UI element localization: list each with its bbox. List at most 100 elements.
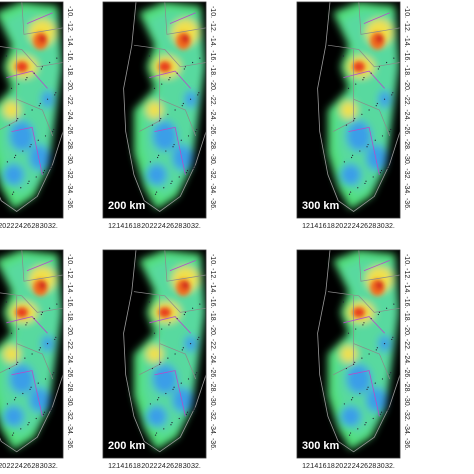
velocity-anomaly [133, 2, 205, 210]
station [189, 343, 192, 345]
station [41, 66, 44, 68]
y-tick-label: -16. [209, 50, 216, 62]
station [55, 336, 57, 338]
station [386, 61, 388, 64]
y-tick-label: -36. [209, 438, 216, 450]
station [35, 176, 37, 178]
station [149, 161, 151, 163]
station [18, 83, 20, 85]
station [43, 411, 46, 413]
station [15, 397, 17, 399]
station [342, 55, 344, 57]
craton-boundary [154, 126, 186, 175]
x-tick-label: 18. [133, 463, 143, 470]
craton-boundary [343, 70, 385, 89]
station [35, 417, 37, 420]
station [172, 146, 174, 148]
station [163, 428, 165, 430]
station [154, 193, 157, 195]
station [387, 409, 389, 411]
station [347, 87, 350, 89]
x-tick-label: 26. [360, 223, 370, 230]
station [148, 301, 150, 303]
station [378, 66, 380, 68]
y-tick-label: -10. [66, 6, 73, 18]
station [53, 128, 55, 131]
y-tick-label: -14. [209, 282, 216, 294]
station [187, 378, 190, 380]
station [56, 303, 58, 305]
station [29, 388, 31, 390]
station [381, 378, 384, 380]
station [176, 72, 178, 74]
station [365, 180, 367, 182]
station [174, 109, 176, 111]
y-tick-label: -28. [66, 139, 73, 151]
fast-anomaly [146, 164, 167, 186]
station [198, 92, 200, 94]
x-tick-label: 12. [108, 463, 118, 470]
station [168, 324, 170, 326]
y-tick-label: -20. [403, 80, 410, 92]
station [13, 399, 16, 401]
station [368, 109, 370, 111]
station [169, 322, 171, 324]
y-tick-label: -32. [403, 168, 410, 180]
x-tick-label: 20. [141, 463, 151, 470]
slow-anomaly [146, 345, 163, 363]
station [375, 105, 377, 107]
y-tick-label: -10. [403, 6, 410, 18]
y-tick-label: -28. [209, 381, 216, 393]
craton-boundary [149, 70, 191, 89]
station [12, 432, 15, 434]
station [15, 154, 17, 156]
map-panel: 12.14.16.18.20.22.24.26.28.30.32. -10. -12… [296, 249, 410, 470]
station [51, 407, 53, 409]
station [181, 349, 183, 351]
station [189, 98, 192, 100]
hot-anomaly [352, 32, 385, 73]
station [379, 413, 382, 415]
station [50, 409, 52, 411]
station [182, 102, 184, 105]
station [169, 77, 171, 79]
craton-boundary [11, 126, 43, 175]
y-tick-label: -18. [209, 65, 216, 77]
x-tick-label: 16. [319, 463, 329, 470]
slow-anomaly [3, 345, 20, 363]
station [196, 128, 198, 131]
station [171, 422, 173, 424]
x-tick-label: 32. [191, 223, 201, 230]
station [40, 68, 42, 70]
x-tick-label: 12. [302, 223, 312, 230]
y-tick-label: -28. [403, 139, 410, 151]
station [343, 161, 345, 163]
station [184, 311, 186, 313]
station [379, 172, 382, 174]
station [22, 150, 24, 152]
y-tick-label: -14. [66, 36, 73, 48]
station [41, 311, 44, 313]
fast-anomaly [29, 387, 50, 413]
station [361, 357, 363, 359]
station [37, 139, 39, 141]
station [370, 318, 372, 320]
station [153, 332, 156, 334]
x-tick-label: 32. [385, 463, 395, 470]
depth-label: 300 km [302, 200, 340, 212]
y-tick-label: -12. [403, 21, 410, 33]
slow-anomaly-strong [375, 34, 384, 44]
station [173, 143, 175, 146]
y-tick-label: -22. [209, 339, 216, 351]
station [158, 154, 160, 156]
y-tick-label: -24. [209, 353, 216, 365]
y-tick-label: -24. [209, 109, 216, 121]
station [391, 338, 393, 341]
x-tick-label: 26. [360, 463, 370, 470]
x-tick-label: 14. [116, 223, 126, 230]
x-tick-label: 14. [310, 463, 320, 470]
x-tick-label: 32. [48, 463, 58, 470]
country-border [133, 291, 206, 313]
station [183, 313, 185, 316]
